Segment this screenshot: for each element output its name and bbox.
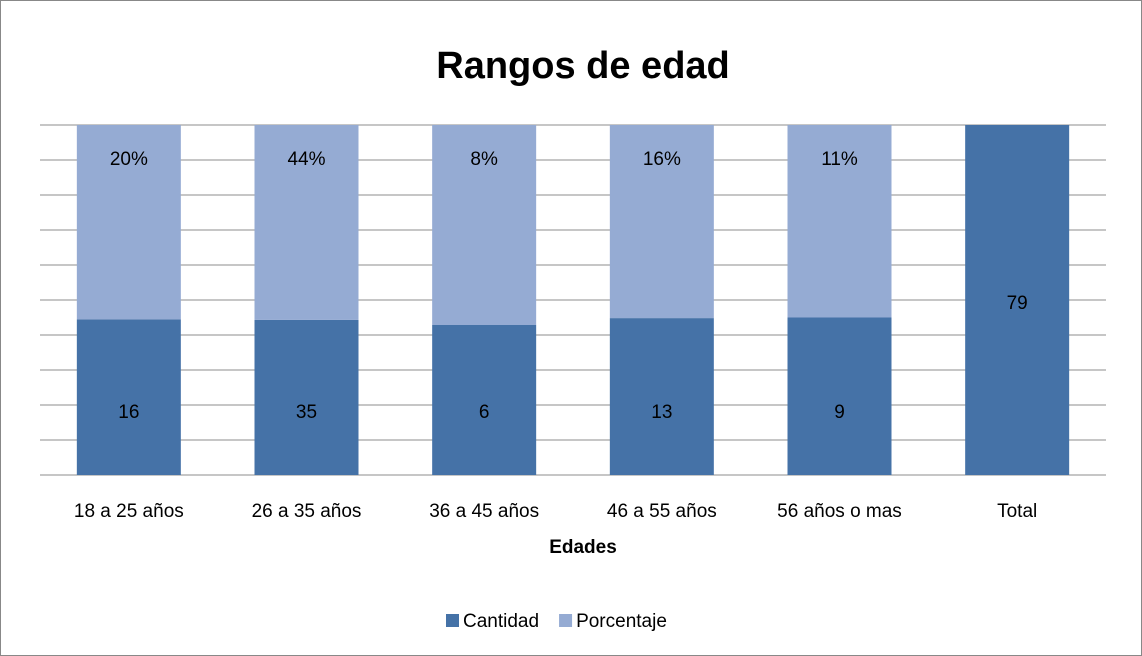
x-tick-label: 36 a 45 años bbox=[429, 501, 539, 522]
bar-segment bbox=[76, 319, 181, 475]
data-label: 13 bbox=[651, 402, 672, 423]
legend-swatch bbox=[446, 614, 459, 627]
bar-segment bbox=[609, 318, 714, 475]
bar-segment bbox=[76, 125, 181, 320]
x-tick-label: 56 años o mas bbox=[777, 501, 902, 522]
data-label: 16 bbox=[118, 402, 139, 423]
data-label: 11% bbox=[821, 149, 858, 170]
x-tick-label: 18 a 25 años bbox=[74, 501, 184, 522]
bar-segment bbox=[254, 125, 359, 320]
legend-label: Porcentaje bbox=[576, 611, 667, 632]
x-axis-title: Edades bbox=[549, 537, 617, 558]
data-label: 8% bbox=[470, 149, 498, 170]
x-tick-label: 26 a 35 años bbox=[252, 501, 362, 522]
data-label: 79 bbox=[1007, 293, 1028, 314]
chart-title: Rangos de edad bbox=[436, 45, 730, 87]
data-label: 35 bbox=[296, 402, 317, 423]
data-label: 44% bbox=[287, 149, 325, 170]
bar-segment bbox=[609, 125, 714, 319]
legend-swatch bbox=[559, 614, 573, 627]
data-label: 16% bbox=[643, 149, 681, 170]
x-tick-label: 46 a 55 años bbox=[607, 501, 717, 522]
data-label: 20% bbox=[110, 149, 148, 170]
bar-segment bbox=[254, 319, 359, 475]
bar-segment bbox=[787, 317, 892, 475]
x-tick-label: Total bbox=[997, 501, 1037, 522]
data-label: 6 bbox=[479, 402, 490, 423]
legend-label: Cantidad bbox=[463, 611, 539, 632]
bar-segment bbox=[965, 125, 1070, 475]
bar-segment bbox=[432, 325, 537, 475]
bar-segment bbox=[432, 125, 537, 325]
bar-segment bbox=[787, 125, 892, 318]
data-label: 9 bbox=[834, 402, 845, 423]
